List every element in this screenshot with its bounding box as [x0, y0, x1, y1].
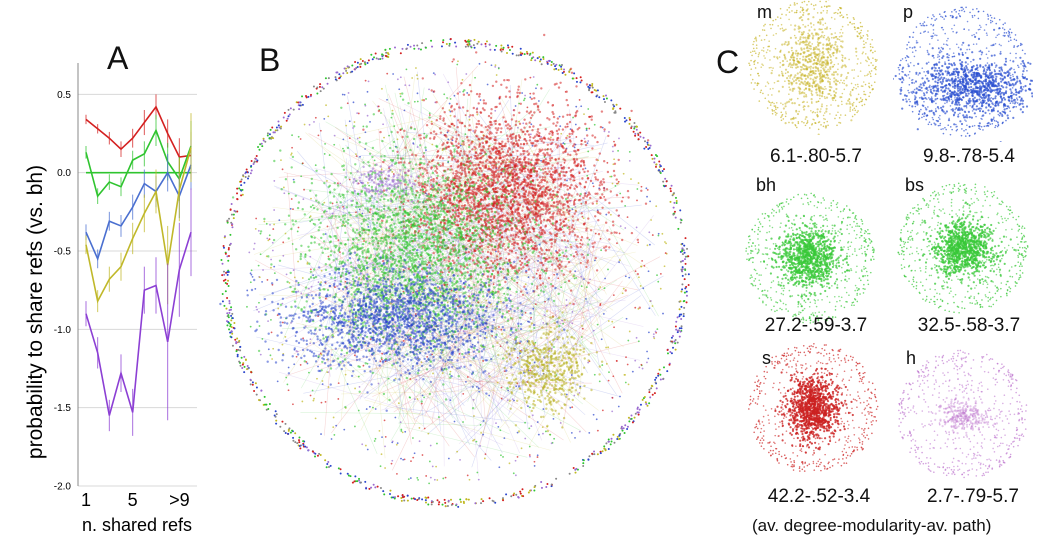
panel-label-b: B — [259, 42, 281, 78]
network-tag-bh: bh — [756, 175, 777, 195]
network-caption-p: 9.8-.78-5.4 — [923, 146, 1015, 167]
series-line — [85, 231, 192, 416]
network-plot-m — [748, 0, 878, 135]
network-plot-h — [898, 349, 1028, 479]
network-caption-bh: 27.2-.59-3.7 — [764, 315, 868, 336]
x-tick-label: >9 — [169, 490, 190, 510]
network-plot-p — [893, 6, 1033, 142]
network-nodes — [219, 33, 690, 508]
panel-label-c: C — [716, 44, 740, 80]
y-tick-label: 0.5 — [57, 90, 71, 101]
network-caption-s: 42.2-.52-3.4 — [767, 486, 871, 507]
network-plot-s — [748, 342, 879, 472]
citation-network — [219, 33, 690, 508]
network-tag-h: h — [906, 348, 917, 368]
network-plot-bs — [897, 182, 1029, 314]
network-caption-h: 2.7-.79-5.7 — [927, 486, 1019, 507]
network-tag-s: s — [762, 348, 771, 368]
network-nodes — [748, 342, 879, 472]
network-nodes — [897, 182, 1029, 314]
network-tag-p: p — [903, 2, 914, 22]
x-tick-label: 1 — [81, 490, 91, 510]
series-line — [85, 164, 192, 262]
y-tick-label: -2.0 — [54, 482, 72, 493]
network-nodes — [748, 0, 878, 135]
y-tick-label: -1.0 — [54, 325, 72, 336]
y-axis-label: probability to share refs (vs. bh) — [24, 165, 47, 459]
series-line — [85, 105, 192, 158]
network-nodes — [745, 192, 875, 324]
y-tick-label: -1.5 — [54, 403, 72, 414]
panel-label-a: A — [107, 40, 129, 76]
network-nodes — [893, 6, 1033, 142]
network-nodes — [898, 349, 1028, 479]
series-line — [85, 128, 192, 198]
network-plot-bh — [745, 192, 875, 324]
y-tick-label: -0.5 — [54, 247, 72, 258]
y-tick-label: 0.0 — [57, 168, 71, 179]
x-axis-label: n. shared refs — [82, 515, 192, 535]
network-grid: m 6.1-.80-5.7 p 9.8-.78-5.4 bh 27.2-.59-3.7 bs… — [740, 0, 1063, 547]
line-chart: probability to share refs (vs. bh) n. sh… — [24, 63, 197, 535]
footnote: (av. degree-modularity-av. path) — [752, 516, 992, 535]
series-line — [85, 147, 192, 304]
network-caption-m: 6.1-.80-5.7 — [770, 146, 862, 167]
network-tag-bs: bs — [905, 175, 925, 195]
network-tag-m: m — [757, 2, 772, 22]
x-tick-label: 5 — [128, 490, 138, 510]
network-caption-bs: 32.5-.58-3.7 — [917, 315, 1021, 336]
